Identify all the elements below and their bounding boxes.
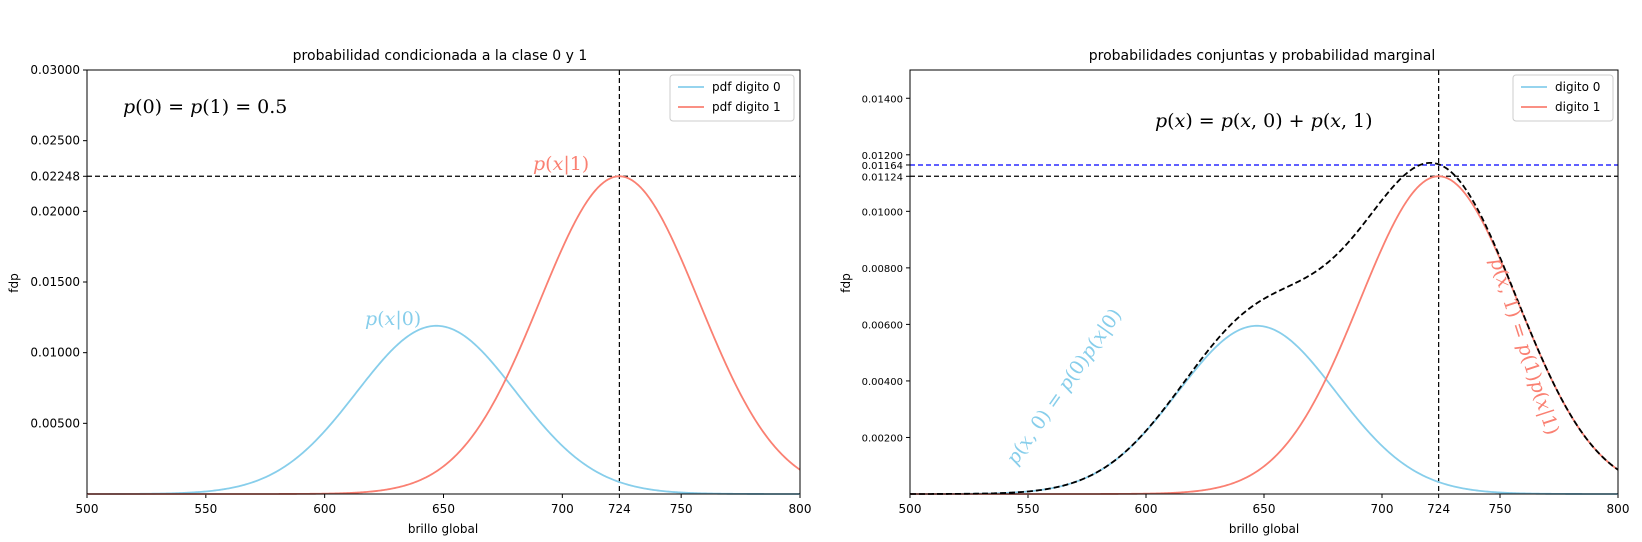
right-x-tick-label: 700 bbox=[1371, 502, 1394, 516]
right-x-tick-label: 750 bbox=[1489, 502, 1512, 516]
right-y-tick-label: 0.00400 bbox=[862, 377, 903, 388]
left-x-tick-label: 500 bbox=[76, 502, 99, 516]
left-series-line-0 bbox=[87, 324, 801, 495]
right-axes-frame bbox=[909, 69, 1619, 495]
right-x-tick-label: 800 bbox=[1607, 502, 1630, 516]
right-x-tick-label: 600 bbox=[1135, 502, 1158, 516]
right-x-axis-label: brillo global bbox=[1229, 522, 1299, 536]
right-y-tick-label: 0.01164 bbox=[862, 161, 903, 172]
right-series-line-0 bbox=[910, 324, 1619, 495]
right-y-tick-label: 0.01200 bbox=[862, 151, 903, 162]
left-x-tick-label: 724 bbox=[608, 502, 631, 516]
left-y-tick-label: 0.02000 bbox=[30, 204, 80, 218]
right-annotation-joint0: p(x, 0) = p(0)p(x|0) bbox=[1002, 305, 1126, 469]
right-y-tick-label: 0.00800 bbox=[862, 264, 903, 275]
left-x-tick-label: 800 bbox=[789, 502, 812, 516]
left-x-tick-label: 600 bbox=[313, 502, 336, 516]
right-annotation-marginal: p(x) = p(x, 0) + p(x, 1) bbox=[1155, 110, 1373, 132]
left-legend: pdf digito 0 pdf digito 1 bbox=[669, 74, 795, 122]
right-y-tick-label: 0.00600 bbox=[862, 320, 903, 331]
left-y-tick-label: 0.01500 bbox=[30, 275, 80, 289]
left-y-tick-label: 0.01000 bbox=[30, 346, 80, 360]
right-x-tick-label: 650 bbox=[1253, 502, 1276, 516]
right-x-tick-label: 550 bbox=[1017, 502, 1040, 516]
left-legend-label-1: pdf digito 1 bbox=[712, 100, 781, 114]
right-y-axis-label: fdp bbox=[839, 273, 853, 292]
left-annotation-px0: p(x|0) bbox=[365, 308, 421, 330]
right-x-tick-label: 724 bbox=[1427, 502, 1450, 516]
left-panel: probabilidad condicionada a la clase 0 y… bbox=[7, 48, 811, 536]
left-y-axis-label: fdp bbox=[7, 273, 21, 292]
right-panel: probabilidades conjuntas y probabilidad … bbox=[839, 48, 1629, 536]
right-legend-label-1: digito 1 bbox=[1555, 100, 1600, 114]
right-annotation-joint1: p(x, 1) = p(1)p(x|1) bbox=[1485, 255, 1563, 438]
right-legend-label-0: digito 0 bbox=[1555, 80, 1600, 94]
left-x-tick-label: 700 bbox=[551, 502, 574, 516]
left-y-tick-label: 0.03000 bbox=[30, 63, 80, 77]
left-x-axis-label: brillo global bbox=[408, 522, 478, 536]
left-y-tick-label: 0.00500 bbox=[30, 416, 80, 430]
left-x-tick-label: 650 bbox=[432, 502, 455, 516]
left-y-tick-label: 0.02248 bbox=[30, 169, 80, 183]
left-y-tick-label: 0.02500 bbox=[30, 134, 80, 148]
right-legend: digito 0 digito 1 bbox=[1512, 74, 1614, 122]
right-y-tick-label: 0.00200 bbox=[862, 433, 903, 444]
left-plot-area: 500 550 600 650 700 724 750 800 0.00500 0.01000 0.… bbox=[30, 63, 811, 516]
left-axes-frame bbox=[86, 69, 801, 495]
right-chart-title: probabilidades conjuntas y probabilidad … bbox=[1089, 48, 1436, 64]
left-chart-title: probabilidad condicionada a la clase 0 y… bbox=[293, 48, 588, 64]
left-x-tick-label: 550 bbox=[194, 502, 217, 516]
left-annotation-prior: p(0) = p(1) = 0.5 bbox=[123, 96, 287, 118]
left-annotation-px1: p(x|1) bbox=[533, 153, 589, 175]
left-legend-label-0: pdf digito 0 bbox=[712, 80, 781, 94]
left-series-line-1 bbox=[87, 175, 801, 495]
right-plot-area: 500 550 600 650 700 724 750 800 0.00200 0.00400 0.… bbox=[862, 70, 1630, 516]
left-x-tick-label: 750 bbox=[670, 502, 693, 516]
right-y-tick-label: 0.01000 bbox=[862, 207, 903, 218]
right-x-tick-label: 500 bbox=[899, 502, 922, 516]
right-series-line-2 bbox=[910, 161, 1619, 495]
right-y-tick-label: 0.01400 bbox=[862, 94, 903, 105]
right-y-tick-label: 0.01124 bbox=[862, 172, 903, 183]
